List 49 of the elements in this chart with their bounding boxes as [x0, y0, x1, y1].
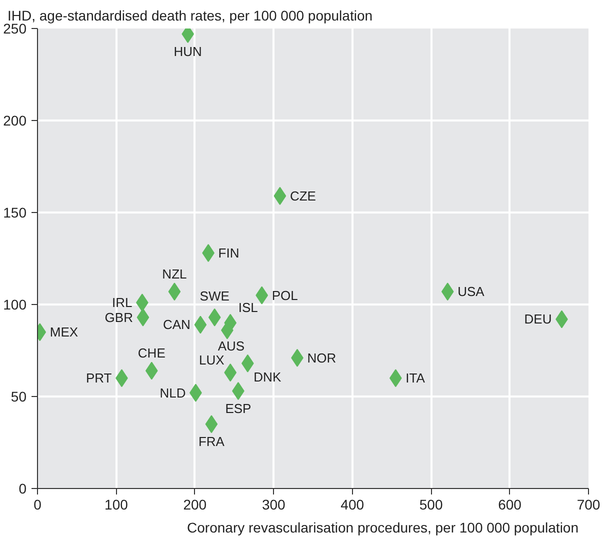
y-tick-label: 200 [3, 112, 27, 128]
annotation: USA [458, 284, 485, 300]
y-tick-label: 50 [10, 388, 27, 404]
annotation: MEX [50, 324, 78, 340]
x-tick-label: 500 [419, 496, 443, 512]
annotation: CHE [138, 346, 166, 361]
point [205, 415, 218, 434]
annotation: DNK [254, 369, 282, 384]
point [274, 186, 286, 205]
annotation: NZL [162, 266, 187, 282]
annotation: CZE [290, 188, 316, 204]
x-tick-label: 300 [262, 496, 286, 512]
point [145, 362, 158, 380]
point [136, 308, 150, 326]
x-tick-label: 600 [498, 496, 522, 512]
annotation: PRT [86, 370, 112, 386]
x-tick-label: 100 [104, 496, 128, 512]
y-tick-label: 0 [18, 480, 27, 496]
annotation: NOR [307, 350, 336, 366]
point [389, 369, 402, 388]
annotation: CAN [162, 317, 190, 332]
x-tick-label: 700 [576, 496, 600, 512]
chart-title: IHD, age-standardised death rates, per 100 000 population [8, 8, 373, 24]
y-tick-label: 150 [3, 204, 27, 220]
annotation: SWE [200, 288, 230, 304]
point [194, 316, 207, 334]
annotation: DEU [524, 312, 552, 327]
x-tick-label: 200 [183, 496, 207, 512]
annotation: ITA [406, 370, 426, 386]
point [208, 308, 221, 326]
annotation: GBR [104, 310, 133, 325]
point [224, 364, 237, 382]
y-tick-label: 100 [3, 296, 27, 312]
annotation: LUX [199, 352, 225, 368]
annotation: AUS [218, 338, 245, 354]
annotation: FRA [198, 434, 225, 450]
annotation: FIN [218, 245, 240, 260]
x-axis-title: Coronary revascularisation procedures, per 100 000 population [187, 520, 579, 536]
y-tick-label: 250 [3, 20, 27, 36]
annotation: NLD [160, 385, 186, 400]
point [441, 282, 454, 301]
x-tick-label: 400 [340, 496, 364, 512]
x-tick-label: 0 [34, 496, 42, 512]
annotation: ESP [225, 400, 252, 416]
annotation: POL [272, 288, 298, 303]
annotation: HUN [174, 44, 202, 60]
annotation: IRL [112, 295, 132, 310]
annotation: ISL [238, 300, 258, 315]
point [168, 282, 181, 301]
